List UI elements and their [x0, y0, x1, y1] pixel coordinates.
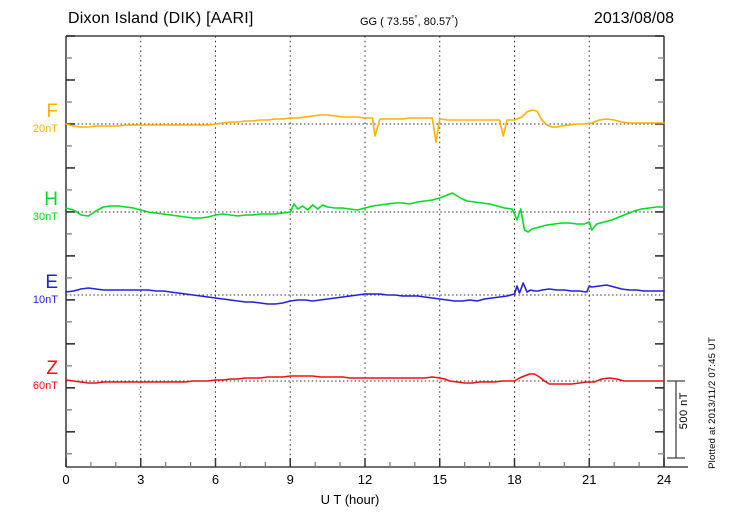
component-symbol-h: H — [44, 189, 58, 210]
x-tick-label-9: 9 — [286, 472, 294, 487]
x-tick-label-15: 15 — [432, 472, 447, 487]
coords-suffix: ) — [454, 16, 459, 28]
component-label-h: H 30nT — [14, 190, 58, 223]
x-tick-label-24: 24 — [656, 472, 672, 487]
x-axis-title-text: U T (hour) — [320, 492, 380, 507]
component-label-z: Z 60nT — [14, 359, 58, 392]
trace-Z — [65, 373, 665, 385]
component-label-e: E 10nT — [14, 273, 58, 306]
plot-timestamp: Plotted at 2013/11/2 07:45 UT — [707, 337, 718, 469]
vertical-gridlines — [140, 36, 590, 467]
x-axis-title: U T (hour) — [0, 492, 730, 507]
degree-sign-lon: ° — [451, 14, 455, 23]
trace-H — [65, 192, 665, 233]
x-tick-label-6: 6 — [211, 472, 220, 487]
scale-bar — [667, 380, 685, 459]
x-tick-label-3: 3 — [137, 472, 145, 487]
coords-mid: , 80.57 — [417, 16, 452, 28]
x-tick-label-0: 0 — [62, 472, 70, 487]
data-traces — [65, 109, 665, 385]
page-title: Dixon Island (DIK) [AARI] — [68, 10, 254, 27]
x-tick-label-21: 21 — [582, 472, 597, 487]
x-tick-label-18: 18 — [507, 472, 522, 487]
trace-E — [65, 282, 665, 305]
observation-date: 2013/08/08 — [593, 10, 674, 27]
x-tick-label-12: 12 — [357, 472, 373, 487]
plot-frame — [65, 35, 688, 468]
axis-ticks — [65, 35, 665, 467]
degree-sign-lat: ° — [414, 14, 418, 23]
component-unit-f: 20nT — [32, 123, 58, 135]
scale-bar-label: 500 nT — [678, 392, 690, 430]
component-label-f: F 20nT — [14, 102, 58, 135]
coords-prefix: GG ( 73.55 — [360, 16, 415, 28]
trace-F — [65, 109, 665, 143]
component-symbol-f: F — [46, 101, 58, 122]
component-unit-z: 60nT — [32, 380, 58, 392]
component-unit-h: 30nT — [32, 211, 58, 223]
geographic-coordinates: GG ( 73.55°, 80.57°) — [360, 14, 458, 28]
component-symbol-z: Z — [46, 358, 58, 379]
component-symbol-e: E — [45, 272, 58, 293]
component-unit-e: 10nT — [32, 294, 58, 306]
